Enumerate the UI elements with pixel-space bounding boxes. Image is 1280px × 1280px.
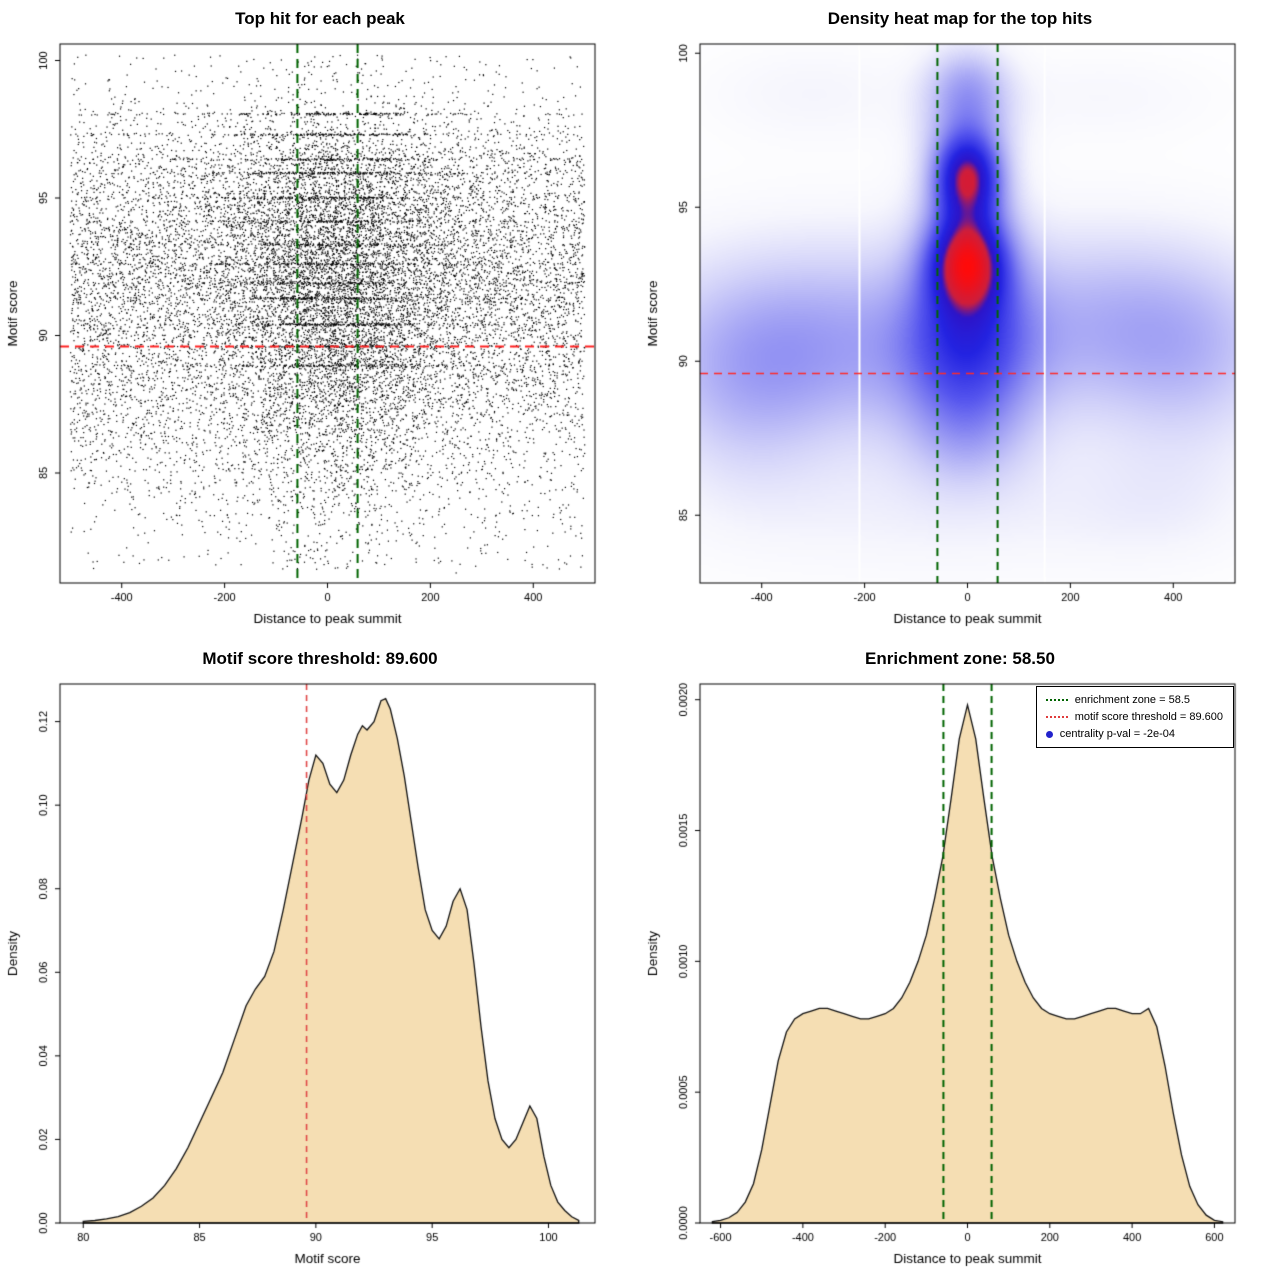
score-threshold-line-icon [1045, 716, 1068, 718]
enrichment-zone-line-icon [1045, 699, 1068, 701]
centrality-pval-dot-icon [1045, 730, 1053, 738]
legend-item-score-threshold: motif score threshold = 89.600 [1045, 711, 1223, 723]
heatmap-title: Density heat map for the top hits [827, 9, 1093, 28]
heatmap-canvas [640, 32, 1280, 638]
legend-label-score-threshold: motif score threshold = 89.600 [1074, 711, 1223, 723]
score-density-canvas [0, 672, 640, 1278]
distance-density-canvas [640, 672, 1280, 1278]
panel-motif-score-density: Motif score threshold: 89.600 [0, 640, 640, 1280]
panel-density-heatmap: Density heat map for the top hits [640, 0, 1280, 640]
distance-density-title: Enrichment zone: 58.50 [865, 649, 1055, 668]
legend-label-enrichment-zone: enrichment zone = 58.5 [1074, 694, 1190, 706]
legend-item-centrality-pval: centrality p-val = -2e-04 [1045, 728, 1223, 740]
legend-label-centrality-pval: centrality p-val = -2e-04 [1059, 728, 1175, 740]
score-density-title: Motif score threshold: 89.600 [202, 649, 438, 668]
scatter-plot-canvas [0, 32, 640, 638]
scatter-title: Top hit for each peak [235, 9, 405, 28]
panel-top-hit-scatter: Top hit for each peak [0, 0, 640, 640]
legend-item-enrichment-zone: enrichment zone = 58.5 [1045, 694, 1223, 706]
panel-distance-density: Enrichment zone: 58.50 enrichment zone =… [640, 640, 1280, 1280]
plot-legend: enrichment zone = 58.5 motif score thres… [1035, 686, 1234, 748]
